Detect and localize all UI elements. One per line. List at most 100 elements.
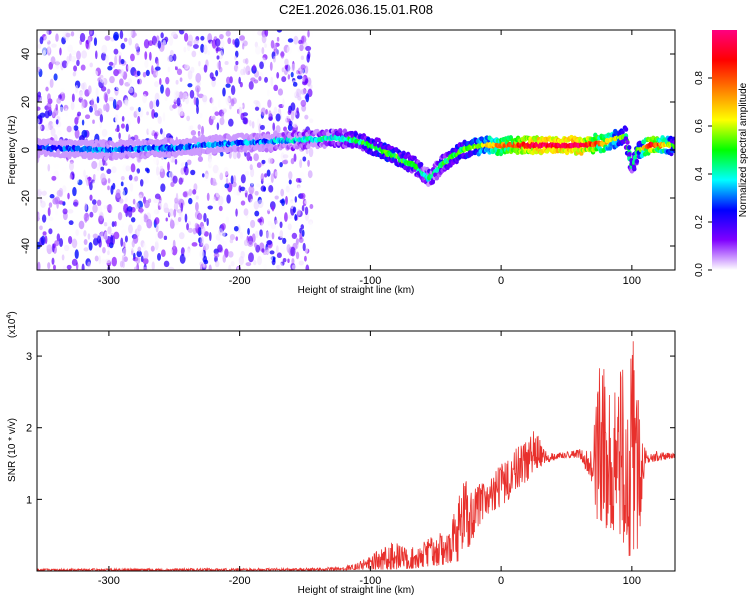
noise-blob <box>164 95 168 101</box>
noise-blob <box>196 166 200 174</box>
noise-blob <box>215 188 220 198</box>
noise-blob <box>120 175 125 181</box>
noise-blob <box>132 198 136 205</box>
noise-blob <box>125 165 131 172</box>
noise-blob <box>130 53 135 62</box>
noise-blob <box>90 225 95 232</box>
noise-blob <box>67 209 74 214</box>
noise-blob <box>136 250 142 258</box>
noise-blob <box>106 204 113 211</box>
noise-blob <box>178 264 183 270</box>
noise-blob <box>51 175 57 181</box>
noise-blob <box>103 222 108 227</box>
noise-blob <box>273 84 279 92</box>
noise-blob <box>293 35 299 45</box>
noise-blob <box>63 244 70 252</box>
noise-blob <box>104 54 109 64</box>
noise-blob <box>101 128 108 138</box>
noise-blob <box>163 202 169 213</box>
chart-title: C2E1.2026.036.15.01.R08 <box>279 2 433 17</box>
noise-blob <box>267 99 272 108</box>
noise-blob <box>74 175 80 184</box>
snr-plot-area <box>37 341 675 571</box>
noise-blob <box>216 152 221 160</box>
noise-blob <box>290 246 296 257</box>
noise-blob <box>153 198 159 204</box>
noise-blob <box>287 223 292 231</box>
noise-blob <box>138 106 141 113</box>
noise-blob <box>274 49 280 57</box>
noise-blob <box>176 68 183 76</box>
noise-blob <box>66 61 70 69</box>
noise-blob <box>185 95 190 105</box>
noise-blob <box>180 111 185 116</box>
noise-blob <box>39 96 45 106</box>
noise-blob <box>260 222 264 231</box>
noise-blob <box>295 88 302 97</box>
noise-blob <box>177 216 182 222</box>
noise-blob <box>52 264 56 270</box>
noise-blob <box>207 49 210 56</box>
noise-blob <box>124 235 128 243</box>
noise-blob <box>250 219 256 229</box>
noise-blob <box>127 30 133 38</box>
noise-blob <box>244 188 248 194</box>
noise-blob <box>52 110 55 118</box>
noise-blob <box>50 127 56 137</box>
noise-blob <box>289 187 294 197</box>
noise-blob <box>55 59 60 70</box>
noise-blob <box>137 224 142 232</box>
noise-blob <box>293 153 297 162</box>
noise-blob <box>217 200 221 206</box>
noise-blob <box>218 66 223 73</box>
noise-blob <box>45 57 50 64</box>
snr-x-ticks: -300 -200 -100 0 100 <box>98 331 641 587</box>
noise-blob <box>270 39 275 49</box>
noise-blob <box>281 114 288 125</box>
noise-blob <box>295 177 301 183</box>
noise-blob <box>282 154 289 159</box>
noise-blob <box>218 205 223 212</box>
noise-blob <box>217 169 221 176</box>
noise-blob <box>180 162 186 168</box>
ridge-blobs <box>37 125 675 187</box>
noise-blob <box>230 261 235 267</box>
noise-blob <box>261 47 265 55</box>
noise-blob <box>265 231 271 239</box>
noise-blob <box>115 80 120 91</box>
colorbar-tick-label: 0.2 <box>694 215 705 229</box>
noise-blob <box>222 240 227 249</box>
noise-blob <box>222 87 226 97</box>
noise-blob <box>225 30 231 37</box>
noise-blob <box>154 240 159 251</box>
noise-blob <box>144 59 149 69</box>
noise-blob <box>217 244 223 253</box>
noise-blob <box>114 55 118 66</box>
noise-blob <box>37 261 41 270</box>
noise-blob <box>96 40 100 51</box>
noise-blob <box>211 76 216 82</box>
noise-blob <box>188 188 193 197</box>
noise-blob <box>167 161 170 172</box>
noise-blob <box>309 204 314 209</box>
noise-blob <box>186 159 192 166</box>
noise-blob <box>287 63 291 74</box>
noise-blob <box>168 208 174 217</box>
noise-blob <box>51 250 54 258</box>
noise-blob <box>169 248 173 254</box>
noise-blob <box>287 38 294 43</box>
noise-blob <box>165 76 170 85</box>
noise-blob <box>307 170 313 179</box>
noise-blob <box>284 64 288 70</box>
noise-blob <box>304 206 309 216</box>
noise-blob <box>61 185 67 193</box>
noise-blob <box>297 185 301 194</box>
noise-blob <box>228 251 234 258</box>
noise-blob <box>139 206 144 214</box>
noise-blob <box>168 266 175 270</box>
noise-blob <box>302 242 306 252</box>
ridge-blob <box>376 137 381 143</box>
noise-blob <box>160 84 164 94</box>
spectrogram-y-tick-label: -20 <box>20 190 32 206</box>
noise-blob <box>238 76 241 85</box>
